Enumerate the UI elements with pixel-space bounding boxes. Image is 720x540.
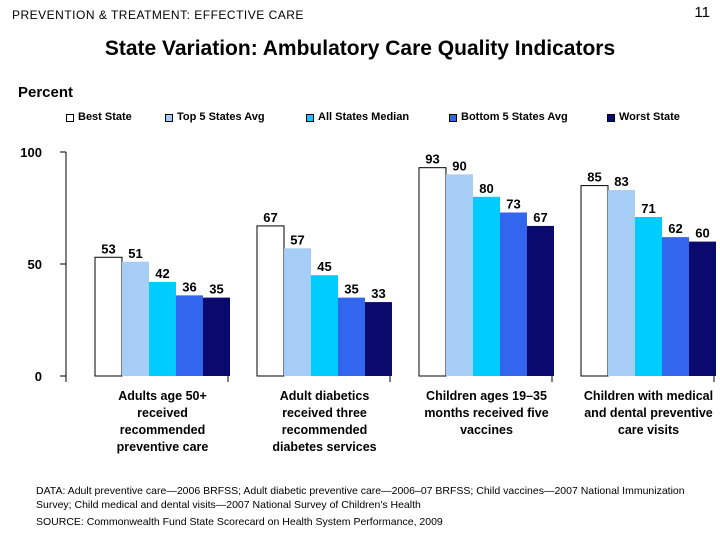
- bar-value-label: 51: [128, 246, 142, 261]
- legend-label: Worst State: [619, 111, 680, 123]
- bar: [311, 275, 338, 376]
- data-footnote: DATA: Adult preventive care—2006 BRFSS; …: [36, 485, 685, 511]
- bar-value-label: 45: [317, 259, 331, 274]
- bar-value-label: 36: [182, 279, 196, 294]
- bar-value-label: 57: [290, 232, 304, 247]
- bar-value-label: 80: [479, 181, 493, 196]
- bar: [473, 196, 500, 376]
- legend-swatch: [449, 114, 457, 122]
- x-category-label: months received five: [424, 406, 548, 420]
- x-category-label: diabetes services: [272, 440, 376, 454]
- legend-label: Best State: [78, 111, 132, 123]
- y-tick-label: 100: [20, 145, 42, 160]
- bar-value-label: 73: [506, 196, 520, 211]
- bar-value-label: 53: [101, 241, 115, 256]
- slide-header: PREVENTION & TREATMENT: EFFECTIVE CARE: [12, 8, 304, 22]
- bar: [256, 225, 285, 377]
- x-category-label: and dental preventive: [584, 406, 713, 420]
- source-note: SOURCE: Commonwealth Fund State Scorecar…: [36, 516, 443, 528]
- bar: [662, 237, 689, 376]
- bar: [446, 174, 473, 376]
- x-category-label: Adults age 50+: [118, 389, 207, 403]
- x-category-label: received: [137, 406, 188, 420]
- bar: [608, 190, 635, 376]
- bar: [527, 225, 554, 376]
- x-category-label: Children ages 19–35: [426, 389, 547, 403]
- legend-label: Bottom 5 States Avg: [461, 111, 568, 123]
- bar-value-label: 60: [695, 226, 709, 241]
- x-category-label: recommended: [120, 423, 205, 437]
- bar: [149, 281, 176, 376]
- bar-value-label: 33: [371, 286, 385, 301]
- legend-swatch: [306, 114, 314, 122]
- bar-value-label: 35: [344, 282, 358, 297]
- x-category-label: vaccines: [460, 423, 513, 437]
- bar: [500, 212, 527, 376]
- legend-swatch: [165, 114, 173, 122]
- bar-value-label: 42: [155, 266, 169, 281]
- x-category-label: Adult diabetics: [280, 389, 370, 403]
- bar-value-label: 93: [425, 152, 439, 167]
- legend-label: Top 5 States Avg: [177, 111, 265, 123]
- bar: [365, 302, 392, 376]
- bar-value-label: 67: [533, 210, 547, 225]
- bar: [284, 248, 311, 376]
- x-category-label: recommended: [282, 423, 367, 437]
- bar: [203, 297, 230, 376]
- bar: [338, 297, 365, 376]
- bar-value-label: 71: [641, 201, 655, 216]
- legend-swatch: [607, 114, 615, 122]
- x-category-label: Children with medical: [584, 389, 713, 403]
- bar-value-label: 62: [668, 221, 682, 236]
- y-tick-label: 50: [28, 257, 42, 272]
- bar: [635, 216, 662, 376]
- y-tick-label: 0: [35, 369, 42, 384]
- bar: [580, 185, 609, 377]
- chart-title: State Variation: Ambulatory Care Quality…: [104, 37, 616, 60]
- bar: [418, 167, 447, 377]
- bar: [689, 241, 716, 376]
- bar: [122, 261, 149, 376]
- legend-swatch: [66, 114, 74, 122]
- y-axis-unit-label: Percent: [18, 84, 74, 101]
- bar: [94, 256, 123, 377]
- page-number: 11: [694, 4, 710, 21]
- bar: [176, 295, 203, 376]
- bar-value-label: 67: [263, 210, 277, 225]
- bar-chart: 0 50 100 53 51 42 36 35 Adults age 50+ received re…: [20, 145, 716, 454]
- bar-value-label: 90: [452, 158, 466, 173]
- bar-value-label: 85: [587, 170, 601, 185]
- bar-value-label: 35: [209, 282, 223, 297]
- legend-label: All States Median: [318, 111, 410, 123]
- x-category-label: preventive care: [117, 440, 209, 454]
- x-category-label: received three: [282, 406, 367, 420]
- x-category-label: care visits: [618, 423, 679, 437]
- bar-value-label: 83: [614, 174, 628, 189]
